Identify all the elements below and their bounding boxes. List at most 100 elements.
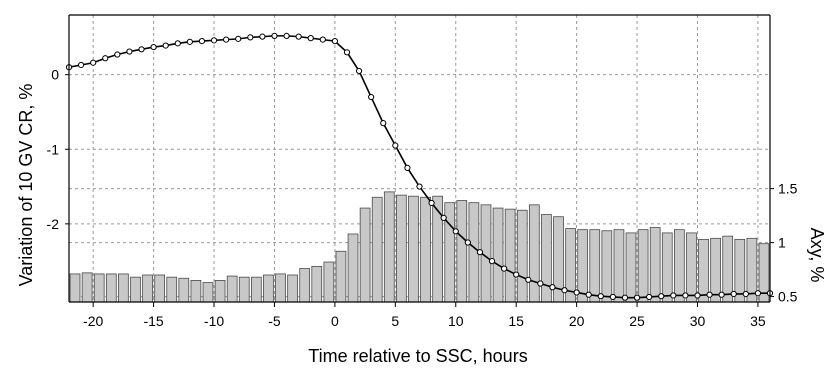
line-point bbox=[706, 291, 713, 298]
bar bbox=[649, 227, 661, 303]
line-point bbox=[682, 292, 689, 299]
left-axis-title: Variation of 10 GV CR, % bbox=[16, 84, 36, 287]
line-point bbox=[670, 292, 677, 299]
bar bbox=[371, 196, 383, 303]
bar bbox=[214, 280, 226, 303]
left-tick-label: -2 bbox=[47, 216, 60, 232]
x-tick-label: 25 bbox=[629, 313, 645, 329]
bar bbox=[190, 280, 202, 303]
line-point bbox=[561, 287, 568, 294]
bar bbox=[359, 207, 371, 303]
bar bbox=[335, 250, 347, 303]
line-point bbox=[464, 239, 471, 246]
line-point bbox=[380, 120, 387, 127]
line-point bbox=[658, 293, 665, 300]
bar bbox=[130, 276, 141, 303]
bar bbox=[250, 276, 262, 303]
left-tick-label: 0 bbox=[51, 67, 59, 83]
line-point bbox=[416, 183, 423, 190]
bar bbox=[287, 274, 298, 303]
x-tick-label: 10 bbox=[448, 313, 464, 329]
line-point bbox=[452, 228, 459, 235]
line-point bbox=[525, 276, 532, 283]
line-point bbox=[609, 293, 616, 301]
line-point bbox=[235, 35, 242, 42]
line-point bbox=[488, 258, 496, 265]
bar bbox=[93, 273, 105, 303]
line-point bbox=[428, 199, 435, 207]
x-tick-label: 20 bbox=[569, 313, 585, 329]
bar bbox=[396, 194, 407, 303]
bar bbox=[238, 276, 250, 303]
line-point bbox=[730, 290, 737, 298]
line-point bbox=[694, 292, 701, 299]
bar bbox=[166, 276, 178, 303]
line-point bbox=[368, 93, 375, 101]
bar bbox=[408, 195, 419, 303]
line-point bbox=[126, 48, 133, 55]
bar bbox=[118, 273, 129, 303]
line-point bbox=[223, 36, 230, 43]
bar bbox=[516, 209, 528, 303]
line-point bbox=[102, 55, 109, 62]
x-tick-label: -20 bbox=[83, 313, 103, 329]
bar bbox=[698, 238, 709, 303]
line-point bbox=[537, 280, 544, 287]
line-point bbox=[392, 142, 399, 149]
line-point bbox=[742, 290, 749, 298]
bar bbox=[105, 273, 117, 303]
line-point bbox=[404, 164, 411, 172]
line-point bbox=[319, 36, 326, 43]
bar bbox=[637, 229, 649, 303]
bar-series bbox=[69, 191, 770, 303]
bar bbox=[686, 232, 697, 303]
line-point bbox=[186, 38, 193, 45]
bar bbox=[613, 229, 625, 303]
bar bbox=[456, 200, 468, 303]
line-point bbox=[150, 43, 157, 51]
bar bbox=[81, 272, 93, 303]
right-axis-title: Axy, % bbox=[807, 228, 827, 283]
bar bbox=[202, 282, 214, 303]
line-point bbox=[573, 289, 580, 296]
line-point bbox=[114, 51, 121, 58]
line-point bbox=[476, 249, 484, 256]
x-tick-label: 35 bbox=[750, 313, 766, 329]
bar bbox=[589, 229, 601, 303]
line-series bbox=[65, 32, 774, 301]
bar bbox=[311, 265, 323, 303]
bar bbox=[673, 229, 685, 303]
line-point bbox=[585, 291, 592, 298]
line-point bbox=[633, 294, 641, 301]
bar bbox=[528, 204, 540, 303]
bar bbox=[154, 274, 166, 303]
line-point bbox=[210, 37, 218, 44]
x-tick-label: 30 bbox=[690, 313, 706, 329]
line-point bbox=[77, 61, 85, 69]
x-tick-label: -15 bbox=[143, 313, 163, 329]
line-point bbox=[331, 38, 338, 45]
right-tick-label: 0.5 bbox=[778, 289, 798, 305]
bar bbox=[226, 275, 238, 303]
line-point bbox=[162, 42, 169, 49]
bar bbox=[661, 232, 673, 303]
right-tick-label: 1.5 bbox=[778, 181, 798, 197]
bar bbox=[722, 235, 734, 303]
bar bbox=[710, 237, 721, 303]
x-tick-label: -10 bbox=[204, 313, 224, 329]
bar bbox=[625, 232, 637, 303]
x-tick-label: 5 bbox=[391, 313, 399, 329]
line-point bbox=[271, 32, 278, 39]
x-tick-label: 15 bbox=[508, 313, 524, 329]
x-tick-label: -5 bbox=[268, 313, 281, 329]
bar bbox=[420, 196, 431, 303]
line-point bbox=[718, 291, 725, 298]
bar bbox=[299, 268, 311, 303]
right-tick-label: 1 bbox=[778, 235, 786, 251]
bar bbox=[69, 273, 81, 303]
x-tick-label: 0 bbox=[331, 313, 339, 329]
bar bbox=[504, 208, 516, 303]
bar bbox=[178, 277, 190, 303]
line-point bbox=[198, 38, 206, 45]
